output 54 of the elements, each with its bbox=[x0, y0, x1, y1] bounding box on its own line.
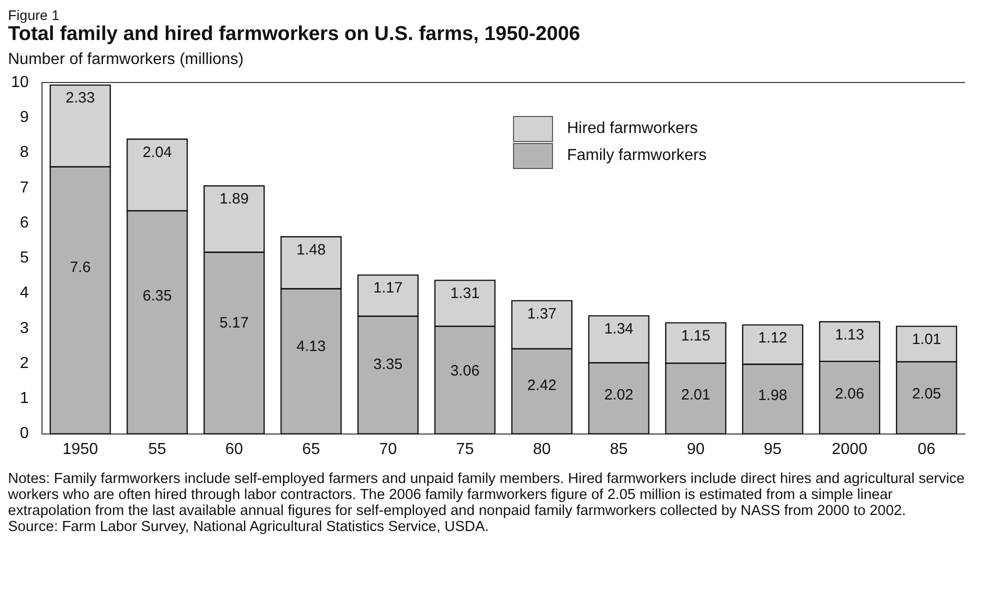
x-tick-label: 70 bbox=[379, 440, 397, 458]
x-tick-label: 55 bbox=[148, 440, 166, 458]
data-label: 1.31 bbox=[450, 284, 480, 302]
y-tick-label: 7 bbox=[20, 179, 29, 196]
x-tick-label: 90 bbox=[686, 440, 705, 458]
chart-title: Total family and hired farmworkers on U.S. farms, 1950-2006 bbox=[8, 23, 582, 46]
data-label: 3.06 bbox=[450, 362, 480, 380]
y-tick-label: 8 bbox=[20, 144, 29, 162]
x-tick-label: 95 bbox=[764, 440, 782, 458]
source-note: Source: Farm Labor Survey, National Agricultural Statistics Service, USDA. bbox=[8, 519, 490, 535]
legend-label: Hired farmworkers bbox=[567, 120, 698, 138]
data-label: 1.15 bbox=[681, 327, 710, 344]
data-label: 2.06 bbox=[835, 385, 864, 402]
legend-label: Family farmworkers bbox=[567, 146, 707, 164]
x-tick-label: 65 bbox=[302, 440, 320, 458]
y-tick-label: 0 bbox=[20, 425, 29, 442]
y-tick-label: 1 bbox=[20, 390, 29, 408]
data-label: 1.37 bbox=[527, 305, 556, 322]
y-tick-label: 10 bbox=[11, 74, 29, 92]
y-tick-label: 3 bbox=[20, 320, 29, 337]
data-label: 1.34 bbox=[604, 320, 634, 338]
x-tick-label: 80 bbox=[532, 440, 551, 458]
data-label: 4.13 bbox=[296, 338, 326, 356]
data-label: 2.33 bbox=[66, 90, 95, 107]
data-label: 1.98 bbox=[758, 387, 788, 404]
y-tick-label: 5 bbox=[20, 250, 29, 267]
data-label: 5.17 bbox=[220, 314, 249, 332]
data-label: 2.42 bbox=[527, 377, 556, 394]
data-label: 3.35 bbox=[373, 356, 403, 373]
x-tick-label: 60 bbox=[225, 440, 244, 458]
x-tick-label: 2000 bbox=[832, 440, 868, 458]
data-label: 2.05 bbox=[912, 386, 942, 403]
data-label: 6.35 bbox=[142, 287, 172, 304]
y-tick-label: 6 bbox=[20, 214, 29, 232]
x-tick-label: 06 bbox=[918, 440, 936, 458]
y-tick-label: 4 bbox=[20, 284, 29, 302]
x-tick-label: 75 bbox=[456, 440, 474, 458]
data-label: 7.6 bbox=[70, 258, 91, 276]
data-label: 2.02 bbox=[604, 386, 634, 404]
data-label: 2.01 bbox=[681, 386, 710, 404]
data-label: 1.89 bbox=[220, 190, 249, 208]
data-label: 2.04 bbox=[142, 144, 172, 161]
data-label: 1.12 bbox=[758, 330, 788, 347]
data-label: 1.01 bbox=[912, 330, 942, 348]
y-axis-title: Number of farmworkers (millions) bbox=[8, 50, 245, 70]
text: Notes: Family farmworkers include self-employed farmers and unpaid family members. Hired farmworkers include direct hires and agricultural service workers who are often hired through labor contractors. The 2006 family farmworkers figure of 2.05 million is estimated from a simple linear extrapolation from the last available annual figures for self-employed and nonpaid family farmworkers collected by NASS from 2000 to 2002. bbox=[8, 471, 966, 519]
y-tick-label: 2 bbox=[20, 354, 29, 372]
data-label: 1.13 bbox=[835, 326, 864, 344]
y-tick-label: 9 bbox=[20, 109, 29, 126]
data-label: 1.48 bbox=[296, 241, 326, 258]
x-tick-label: 85 bbox=[610, 440, 628, 458]
x-tick-label: 1950 bbox=[62, 440, 98, 458]
chart-subtitle: Figure 1 bbox=[8, 7, 60, 23]
data-label: 1.17 bbox=[373, 280, 403, 297]
